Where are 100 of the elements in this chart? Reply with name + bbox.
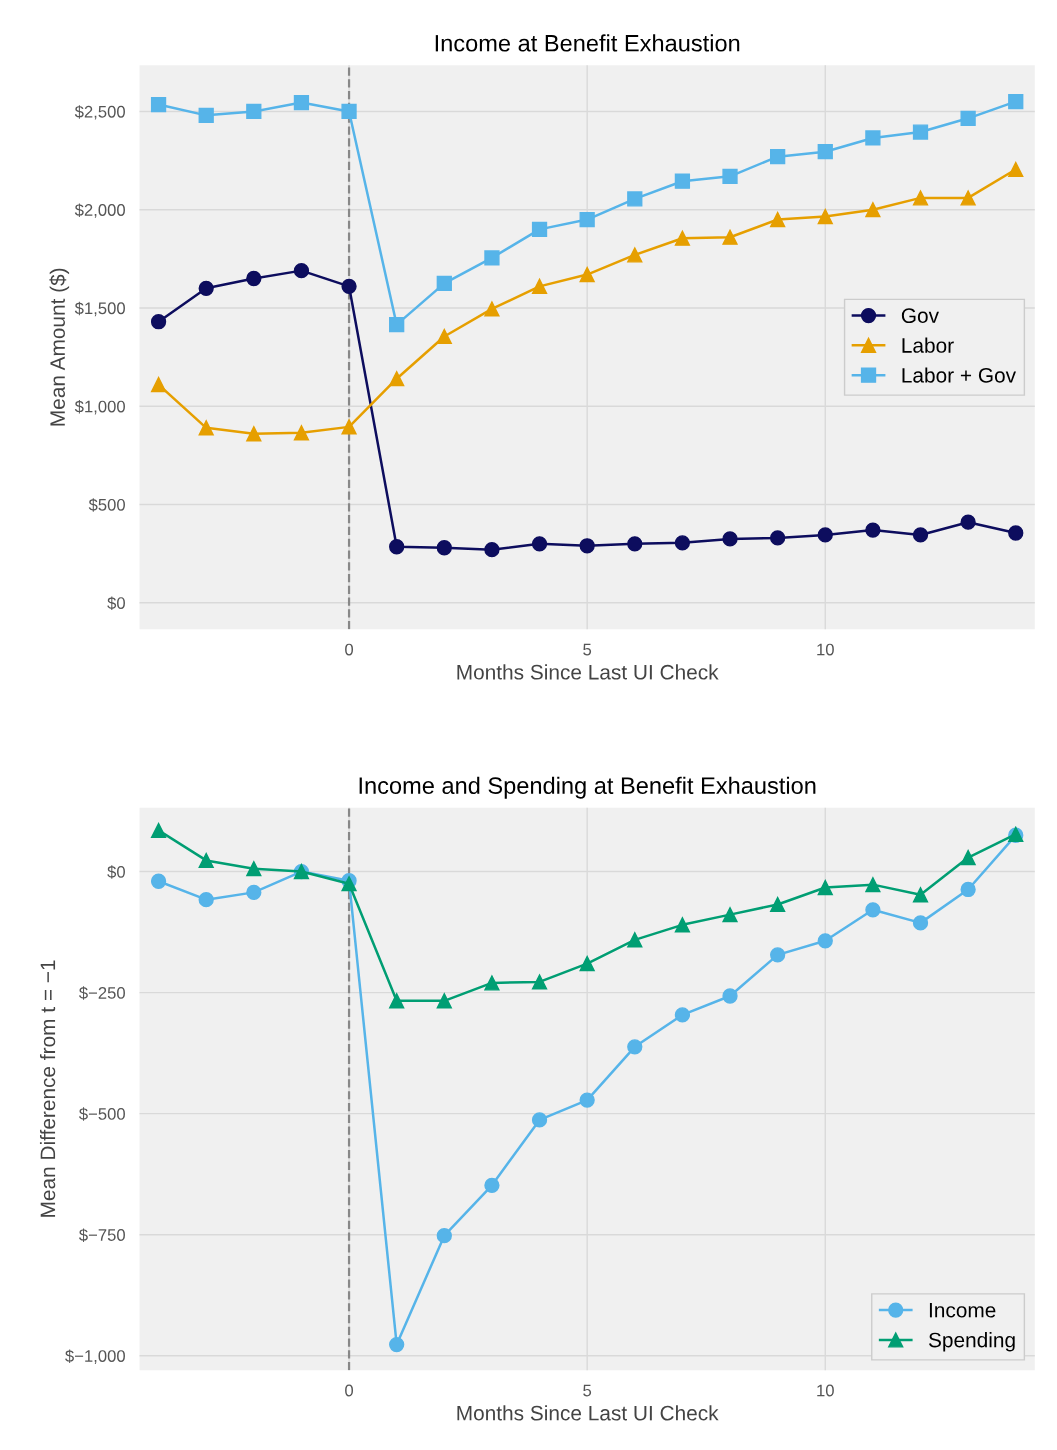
point [770,947,786,963]
x-tick-label: 0 [345,1384,354,1397]
point [817,527,833,543]
point [674,917,691,933]
point [246,884,262,901]
point [198,892,214,908]
point [770,148,786,165]
point [436,275,452,292]
point [579,955,595,972]
point [722,988,738,1004]
y-tick-label: $1,000 [74,399,125,415]
x-tick-label: 5 [583,643,592,656]
point [198,280,214,296]
y-axis-title: Mean Difference from t = −1 [39,960,56,1217]
point [960,110,976,126]
point [960,514,976,530]
legend-label: Spending [928,1332,1015,1352]
point [198,852,214,869]
y-tick-label: $500 [88,498,125,512]
point [722,907,738,923]
point [865,130,881,146]
point [436,540,452,556]
point [674,173,691,189]
point [817,933,833,949]
point [389,993,405,1009]
point [865,902,881,918]
point [198,420,214,436]
point [484,250,500,266]
point [389,317,405,333]
point [912,190,929,206]
x-axis-title: Months Since Last UI Check [457,1405,719,1421]
point [722,168,738,184]
point [484,1177,500,1193]
point [912,915,929,931]
point [150,314,167,330]
point [389,539,405,555]
point [246,861,262,877]
point [341,278,357,294]
point [484,542,500,558]
point [674,535,691,551]
point [198,107,214,124]
y-tick-label: $2,500 [74,105,125,120]
point [770,211,786,228]
point [960,849,976,866]
point [436,328,452,345]
point [817,144,833,160]
point [579,266,595,283]
y-tick-label: $0 [107,596,125,610]
chart-title: Income at Benefit Exhaustion [435,34,740,52]
point [389,371,405,387]
point [341,103,357,120]
point [579,211,595,228]
y-tick-label: $−1,000 [65,1349,125,1364]
point [865,876,881,893]
point [531,1112,548,1128]
legend-label: Labor + Gov [902,367,1016,383]
point [627,247,643,263]
x-tick-label: 10 [817,643,834,656]
point [531,536,548,552]
point [579,1092,595,1108]
y-tick-label: $−500 [79,1107,125,1121]
point [912,887,929,903]
point [150,96,167,113]
point [674,1007,691,1023]
point [150,376,167,393]
point [817,208,833,225]
x-tick-label: 10 [817,1384,834,1397]
point [770,530,786,546]
point [484,975,500,991]
point [674,230,691,246]
point [817,879,833,896]
point [389,1336,405,1353]
legend-label: Income [929,1303,996,1318]
point [341,419,357,435]
point [531,974,548,990]
point [531,221,548,237]
point [293,94,310,111]
point [865,522,881,538]
x-axis-title: Months Since Last UI Check [457,664,719,680]
point [912,527,929,543]
point [960,881,976,898]
point [246,103,262,120]
chart-title: Income and Spending at Benefit Exhaustion [359,776,816,799]
point [627,536,643,552]
point [722,531,738,547]
point [246,270,262,287]
point [531,278,548,294]
point [1008,525,1024,541]
point [1008,93,1024,110]
point [150,822,167,839]
point [436,993,452,1009]
legend-label: Labor [902,337,954,353]
y-tick-label: $1,500 [74,301,125,317]
point [293,425,310,441]
x-tick-label: 0 [345,643,354,656]
point [246,426,262,442]
point [484,301,500,317]
point [627,932,643,948]
y-tick-label: $0 [107,865,125,879]
point [627,1039,643,1055]
